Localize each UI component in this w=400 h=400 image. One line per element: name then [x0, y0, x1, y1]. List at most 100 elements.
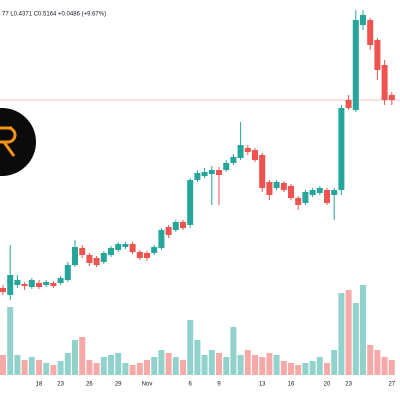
volume-bar [302, 363, 309, 375]
candle-body [57, 278, 64, 283]
candle-body [324, 190, 330, 203]
volume-bar [223, 357, 230, 375]
x-tick-label: Nov [142, 382, 153, 388]
volume-bar [331, 350, 338, 375]
volume-bar [108, 355, 114, 375]
logo-glyph [0, 126, 17, 157]
candle-body [122, 244, 129, 247]
volume-bar [266, 353, 273, 375]
candle-body [144, 253, 150, 258]
volume-bar [72, 340, 78, 375]
candle-body [129, 244, 136, 252]
candle-body [201, 172, 208, 176]
candle-body [381, 65, 388, 100]
logo-circle [0, 108, 36, 176]
volume-bar [21, 360, 28, 375]
candle-body [0, 288, 6, 292]
x-tick-label: 9 [217, 382, 221, 388]
candle-body [7, 275, 14, 295]
candle-body [388, 95, 395, 100]
volume-bar [201, 355, 208, 375]
volume-bar [129, 365, 136, 375]
volume-bar [36, 360, 42, 375]
candle-body [295, 198, 302, 205]
candle-body [50, 283, 57, 286]
volume-bar [208, 350, 215, 375]
logo [0, 108, 36, 176]
candle-body [259, 155, 266, 188]
volume-bar [230, 327, 237, 375]
volume-bar [259, 357, 266, 375]
x-tick-label: 6 [189, 382, 193, 388]
candle-body [223, 163, 230, 170]
x-tick-label: 20 [324, 382, 331, 388]
volume-bar [309, 361, 316, 375]
candle-body [93, 258, 100, 265]
candle-body [86, 255, 93, 263]
x-tick-label: 23 [57, 382, 64, 388]
plot: 18 23 26 29 Nov 6 9 13 16 20 23 27 [0, 10, 400, 388]
candle-body [72, 247, 78, 265]
volume-bar [194, 340, 201, 375]
x-tick-label: 23 [345, 382, 352, 388]
volume-bar [50, 365, 57, 375]
candle-body [21, 284, 28, 286]
volume-bar [158, 350, 165, 375]
volume-bar [345, 290, 352, 375]
volume-bar [165, 353, 172, 375]
volume-bar [360, 285, 366, 375]
volume-bar [79, 337, 86, 375]
x-tick-label: 27 [388, 382, 395, 388]
candle-body [180, 222, 186, 228]
volume-bar [374, 350, 381, 375]
volume-bar [216, 353, 222, 375]
candle-body [158, 230, 165, 248]
volume-bar [43, 363, 50, 375]
candle-body [115, 244, 122, 250]
volume-bar [122, 363, 129, 375]
volume-bar [64, 353, 71, 375]
candle-body [136, 252, 143, 258]
candle-body [252, 150, 258, 160]
candle-body [273, 182, 280, 188]
candle-body [108, 248, 114, 255]
volume-bar [144, 360, 150, 375]
volume-bar [7, 307, 14, 375]
candle-body [367, 20, 374, 45]
volume-bar [187, 320, 194, 375]
candle-body [288, 186, 294, 198]
volume-bar [180, 360, 186, 375]
candle-body [244, 148, 251, 152]
volume-bar [381, 357, 388, 375]
x-tick-label: 29 [115, 382, 122, 388]
volume-bar [288, 363, 294, 375]
volume-bar [14, 355, 21, 375]
x-tick-label: 26 [86, 382, 93, 388]
volume-bar [367, 345, 374, 375]
candle-body [28, 280, 35, 287]
volume-bar [388, 360, 395, 375]
volume-bar [244, 350, 251, 375]
candle-body [360, 15, 366, 25]
volume-bar [0, 355, 6, 375]
x-tick-label: 18 [36, 382, 43, 388]
candle-body [374, 40, 381, 70]
candle-body [302, 192, 309, 203]
volume-bar [93, 363, 100, 375]
candle-body [14, 280, 21, 285]
x-tick-label: 16 [288, 382, 295, 388]
volume-bar [352, 303, 359, 375]
volume-bar [237, 355, 244, 375]
candle-body [194, 173, 201, 180]
candle-body [316, 188, 323, 193]
candle-body [79, 248, 86, 255]
candle-body [338, 108, 345, 190]
x-tick-label: 13 [259, 382, 266, 388]
ohlc-info: 77 L0.4371 C0.5164 +0.0486 (+9.67%) [2, 12, 106, 18]
candle-body [172, 222, 179, 230]
candle-body [208, 170, 215, 174]
candle-body [100, 253, 107, 262]
volume-bar [100, 357, 107, 375]
candle-body [230, 157, 237, 163]
